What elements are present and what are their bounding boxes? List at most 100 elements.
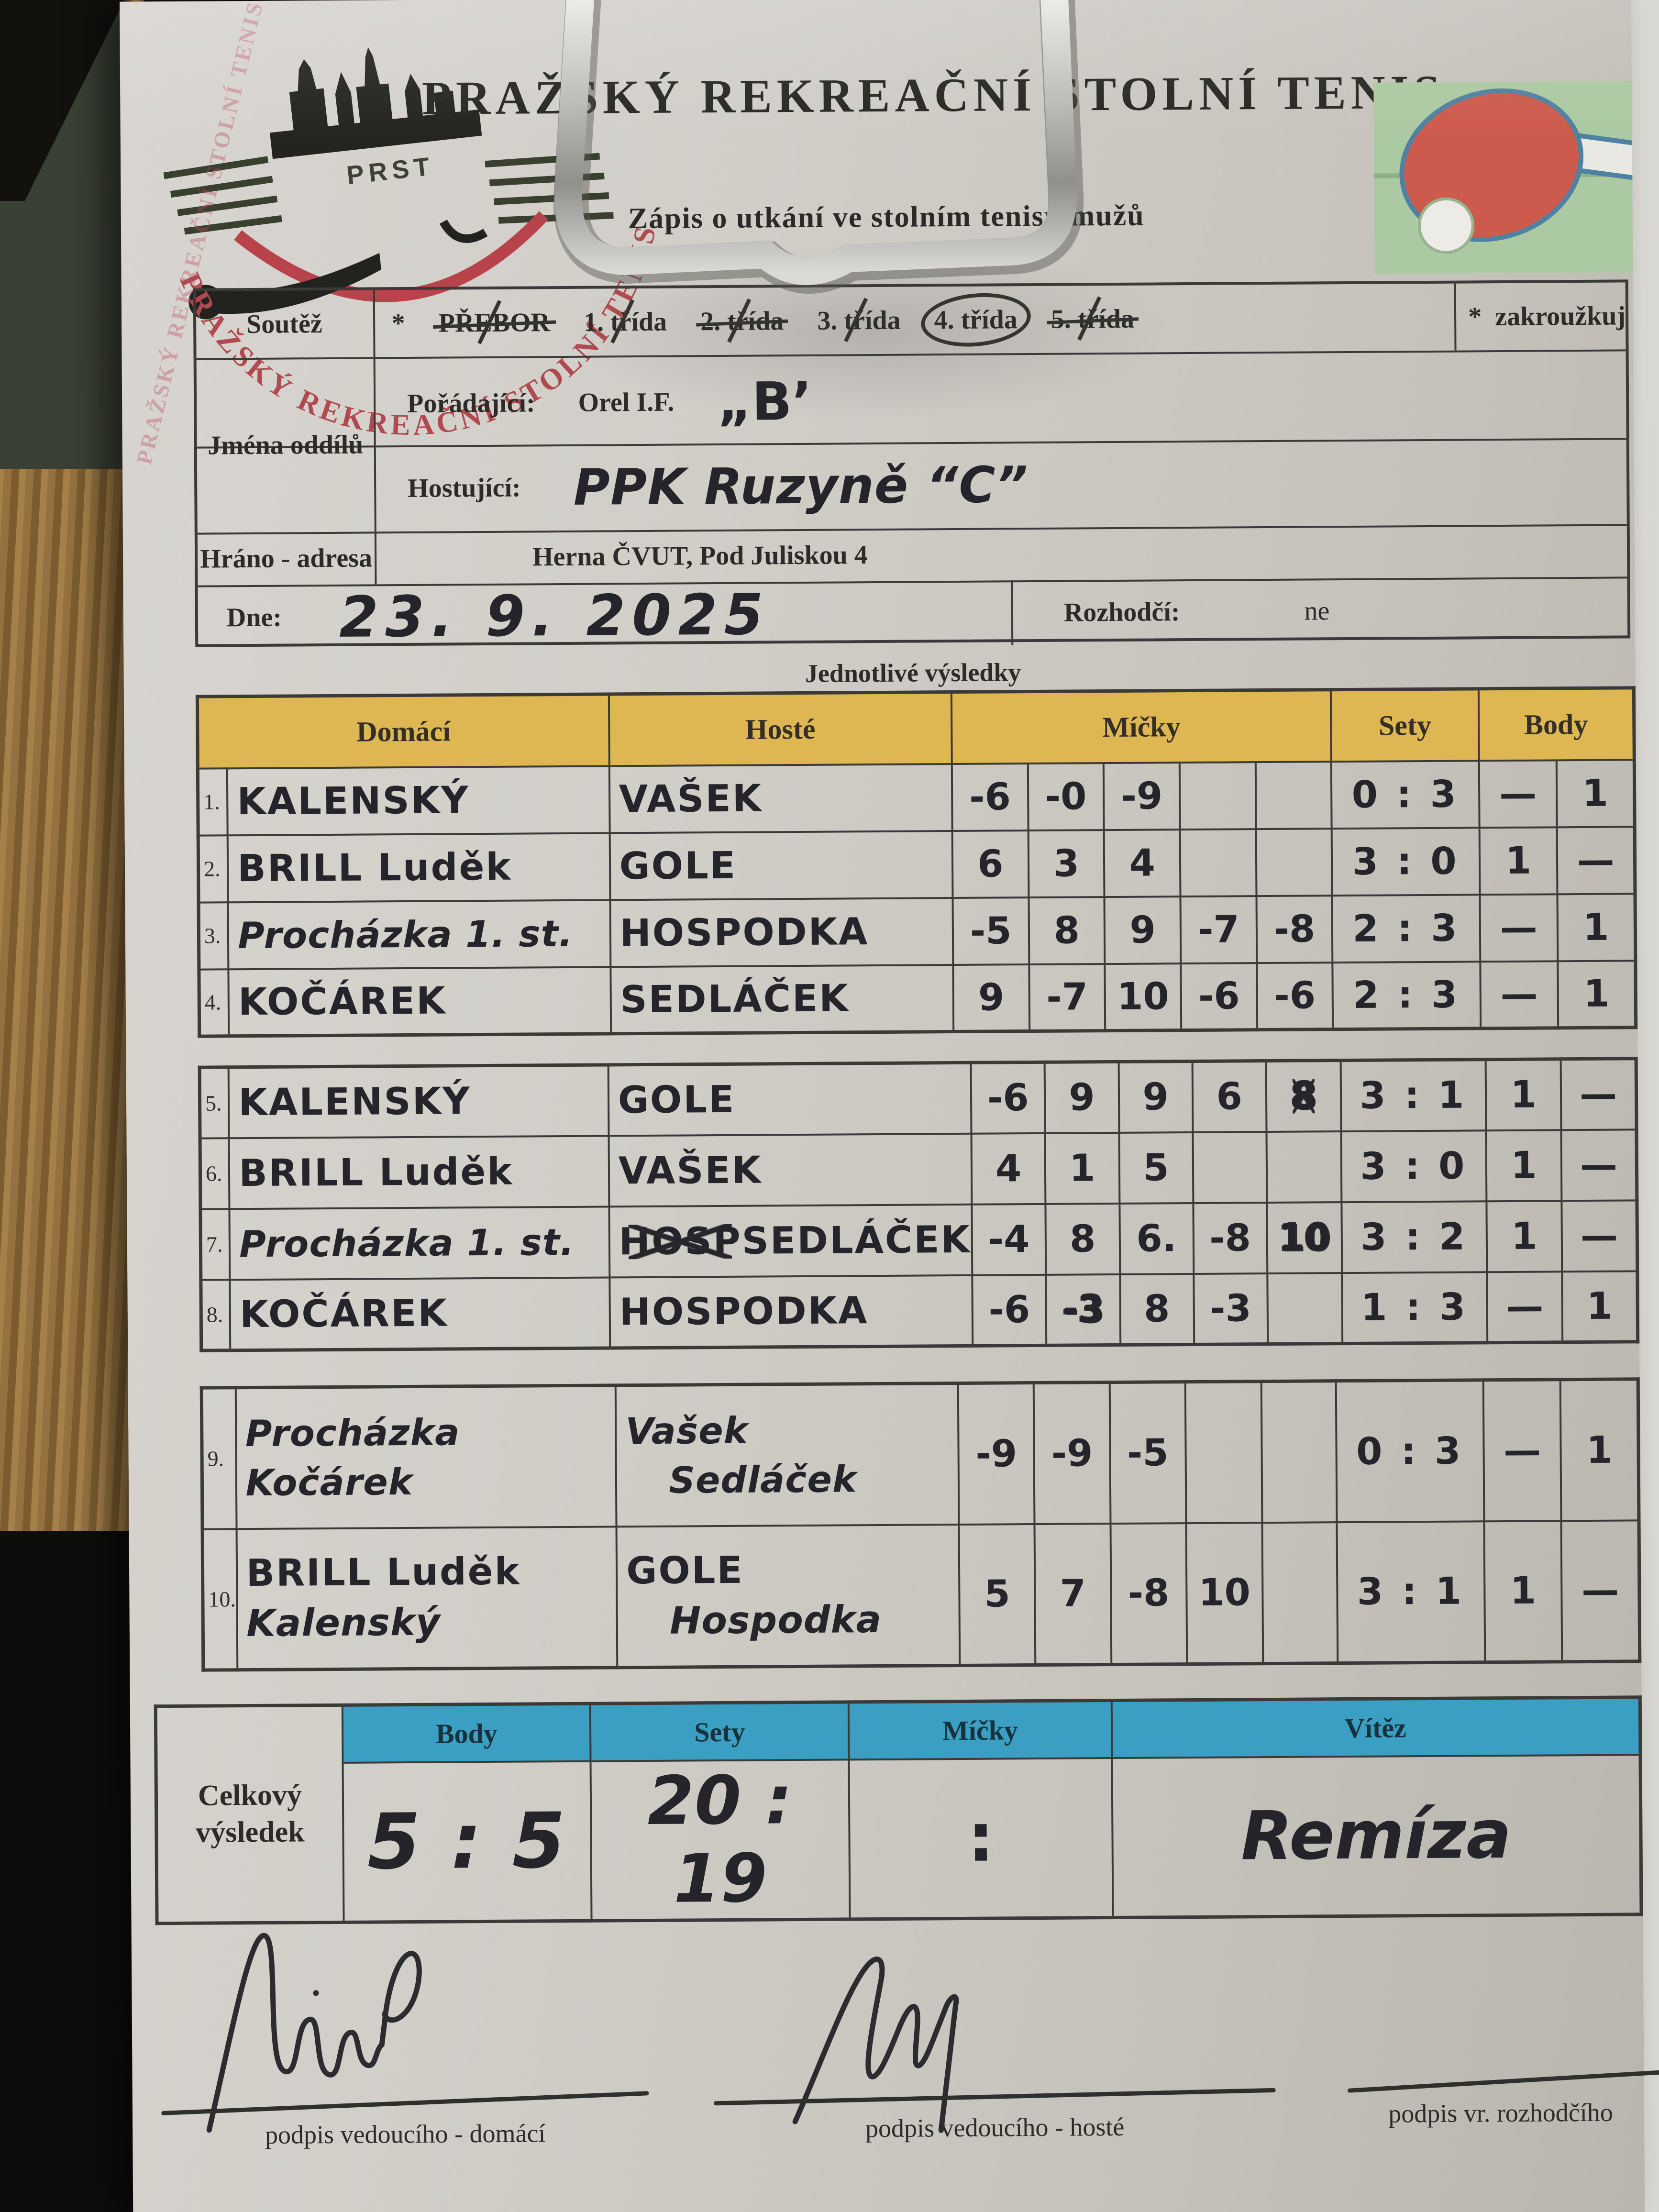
match-row-4: 4. KOČÁREK SEDLÁČEK 9 -7 10 -6 -6 2 : 3—1	[199, 960, 1636, 1037]
match-row-10: 10. BRILL Luděk Kalenský GOLE Hospodka 5 7 -8 10…	[202, 1520, 1640, 1670]
ball-score-value: 9	[978, 976, 1005, 1019]
player-home-name: KOČÁREK	[238, 979, 447, 1024]
ball-score-value: -6	[988, 1288, 1030, 1332]
set-ball-score-1: -6	[972, 1274, 1047, 1346]
results-header-domácí: Domácí	[197, 694, 609, 769]
results-section-title: Jednotlivé výsledky	[805, 658, 1021, 688]
summary-body-value: 5 : 5	[343, 1761, 592, 1922]
set-ball-score-3: -5	[1109, 1382, 1186, 1524]
player-home-name: Procházka	[245, 1411, 460, 1455]
player-home-name: Kalenský	[246, 1601, 441, 1646]
row-number: 6.	[200, 1138, 230, 1209]
points-guest: —	[1561, 1200, 1637, 1272]
set-ball-score-3: -8	[1110, 1523, 1187, 1665]
ball-score-value: -9	[975, 1432, 1018, 1476]
ball-score-value: 5	[984, 1572, 1011, 1616]
logo-paddle-swoosh	[198, 253, 382, 314]
set-ball-score-5	[1266, 1131, 1342, 1203]
set-ball-score-4	[1179, 762, 1256, 830]
ball-score-value: 8	[1069, 1217, 1096, 1261]
summary-header-sety: Sety	[590, 1702, 849, 1761]
ball-score-value: -3	[1062, 1287, 1104, 1331]
match-row-1: 1. KALENSKÝ VAŠEK -6 -0 -9 0 : 3—1	[198, 759, 1635, 836]
set-ball-score-5: 10	[1267, 1202, 1342, 1273]
ball-score-value: -9	[1121, 774, 1163, 818]
set-ball-score-3: -9	[1103, 762, 1180, 830]
row-number: 9.	[201, 1387, 237, 1529]
sets-score: 3 : 0	[1331, 827, 1480, 896]
player-guest-name: SEDLÁČEK	[620, 977, 850, 1022]
total-result-label: Celkový výsledek	[155, 1705, 344, 1924]
ball-score-value: 3	[1053, 841, 1080, 885]
set-ball-score-5	[1267, 1272, 1342, 1344]
points-home: 1	[1486, 1129, 1562, 1201]
sets-score: 3 : 2	[1341, 1201, 1487, 1273]
signature-label-home: podpis vedoucího - domácí	[265, 2119, 546, 2149]
hostujici-label: Hostující:	[408, 473, 521, 503]
row-number: 4.	[199, 969, 229, 1037]
points-guest: 1	[1560, 1379, 1639, 1521]
points-guest: 1	[1558, 960, 1636, 1028]
sets-score: 1 : 3	[1342, 1272, 1488, 1344]
ball-score-value: 8	[1053, 908, 1080, 952]
ball-score-value: 10	[1278, 1216, 1331, 1260]
match-row-9: 9. Procházka Kočárek Vašek Sedláček -9 -9 -5 0 :…	[201, 1379, 1639, 1529]
match-row-8: 8. KOČÁREK HOSPODKA -6 -3 8 -3 1 : 3—1	[200, 1271, 1638, 1351]
set-ball-score-2: 3	[1028, 830, 1105, 897]
set-ball-score-1: -6	[971, 1062, 1045, 1134]
player-home-name: BRILL Luděk	[239, 1150, 514, 1195]
points-guest: —	[1561, 1520, 1640, 1662]
set-ball-score-2: 7	[1034, 1523, 1111, 1665]
player-guest: VAŠEK	[608, 1133, 972, 1206]
player-home-name: BRILL Luděk	[246, 1550, 521, 1595]
match-sheet-paper: PRST PRAŽSKÝ REKREAČNÍ STOLNÍ TENIS PRAŽ…	[120, 0, 1659, 2212]
set-ball-score-2: 9	[1044, 1062, 1119, 1133]
match-info-table: Soutěž * PŘEBOR 1. třída 2. třída 3. třída 4…	[193, 279, 1631, 650]
competition-option-1: PŘEBOR	[438, 308, 551, 338]
player-home: Procházka 1. st.	[229, 1206, 610, 1280]
ball-score-value: -7	[1197, 907, 1240, 951]
dne-label: Dne:	[226, 602, 282, 632]
set-ball-score-4: -3	[1193, 1273, 1268, 1345]
ball-score-value: 6	[1216, 1075, 1243, 1118]
ball-score-value: 10	[1198, 1571, 1251, 1615]
set-ball-score-3: 10	[1105, 963, 1182, 1031]
results-header-body: Body	[1478, 687, 1635, 761]
player-home: BRILL Luděk Kalenský	[236, 1526, 618, 1670]
ball-score-value: -3	[1209, 1287, 1251, 1330]
set-ball-score-2: 8	[1045, 1203, 1120, 1275]
poradajici-handwritten: „B’	[717, 370, 812, 432]
row-number: 3.	[199, 902, 229, 970]
summary-header-micky: Míčky	[848, 1700, 1112, 1759]
set-ball-score-5: -6	[1257, 962, 1333, 1030]
star-mark-right: *	[1468, 302, 1482, 332]
player-guest-name: HOSPODKA	[619, 1289, 869, 1334]
points-guest: 1	[1557, 893, 1636, 961]
set-ball-score-3: 5	[1119, 1132, 1193, 1204]
signature-home	[206, 1933, 422, 2133]
player-guest-name: Sedláček	[668, 1458, 857, 1502]
ball-score-value: -5	[970, 909, 1012, 953]
match-row-3: 3. Procházka 1. st. HOSPODKA -5 8 9 -7 -8 2 : 3—…	[199, 893, 1636, 970]
set-ball-score-5	[1261, 1381, 1337, 1523]
sets-score: 0 : 3	[1336, 1380, 1484, 1522]
points-home: —	[1483, 1379, 1561, 1521]
player-guest-name: VAŠEK	[619, 776, 763, 821]
row-number: 8.	[200, 1279, 231, 1351]
player-guest: GOLE	[609, 830, 953, 900]
ball-score-value: -8	[1273, 907, 1316, 951]
ball-score-value: 9	[1142, 1075, 1169, 1119]
ball-score-value: 8	[1143, 1287, 1170, 1331]
set-ball-score-4: -8	[1193, 1202, 1268, 1274]
set-ball-score-5: -8	[1256, 895, 1333, 963]
player-home-name: BRILL Luděk	[237, 845, 512, 890]
sets-score: 3 : 1	[1337, 1521, 1485, 1663]
player-home: KOČÁREK	[228, 966, 611, 1036]
points-home: 1	[1486, 1200, 1562, 1272]
player-guest: SEDLÁČEK	[610, 964, 954, 1034]
points-home: —	[1479, 760, 1557, 828]
player-home: Procházka 1. st.	[228, 899, 610, 969]
points-guest: 1	[1562, 1271, 1638, 1342]
player-home-name: KALENSKÝ	[238, 1080, 471, 1125]
player-guest: Vašek Sedláček	[616, 1383, 959, 1526]
